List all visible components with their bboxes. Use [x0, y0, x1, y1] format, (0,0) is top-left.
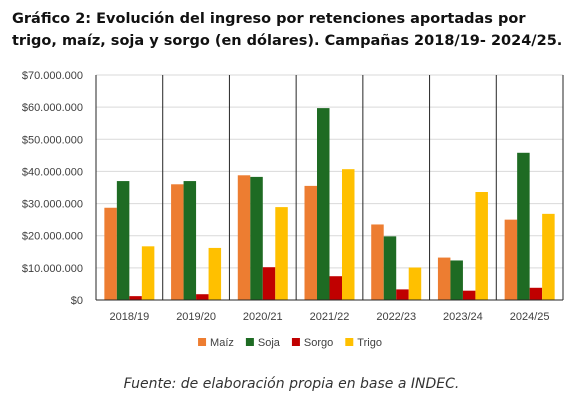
bar-maíz-2022-23 — [371, 224, 384, 300]
x-tick-label: 2021/22 — [310, 311, 350, 323]
bar-maíz-2018-19 — [104, 207, 117, 300]
y-tick-label: $10.000.000 — [22, 263, 83, 275]
y-tick-label: $0 — [71, 295, 83, 307]
x-axis: 2018/19 2019/20 2020/21 2021/22 2022/23 2023/… — [96, 299, 563, 323]
legend-swatch-maíz — [198, 338, 207, 346]
bar-soja-2022-23 — [383, 236, 397, 300]
bar-sorgo-2018-19 — [129, 296, 142, 300]
bar-soja-2018-19 — [116, 181, 130, 300]
bar-sorgo-2024-25 — [529, 287, 543, 300]
y-tick-label: $40.000.000 — [22, 166, 83, 178]
y-tick-label: $20.000.000 — [22, 231, 83, 243]
legend-swatch-sorgo — [291, 338, 300, 346]
bar-trigo-2024-25 — [542, 213, 555, 300]
legend-label: Maíz — [210, 337, 234, 349]
bar-soja-2021-22 — [317, 108, 330, 300]
bar-soja-2023-24 — [450, 260, 463, 300]
x-tick-label: 2023/24 — [443, 311, 483, 323]
legend-label: Soja — [258, 337, 281, 349]
chart-title: Gráfico 2: Evolución del ingreso por ret… — [12, 11, 563, 49]
bar-trigo-2023-24 — [475, 192, 488, 300]
bar-soja-2024-25 — [517, 152, 530, 300]
bar-maíz-2021-22 — [304, 185, 317, 300]
x-tick-label: 2019/20 — [176, 311, 216, 323]
bar-sorgo-2021-22 — [329, 276, 342, 300]
y-tick-label: $50.000.000 — [22, 134, 83, 146]
bar-sorgo-2023-24 — [462, 290, 476, 300]
y-tick-label: $60.000.000 — [22, 102, 83, 114]
y-axis: $0 $10.000.000 $20.000.000 $30.000.000 $40.0… — [22, 70, 83, 307]
category-separators — [95, 75, 564, 300]
bar-trigo-2022-23 — [408, 267, 422, 300]
bar-trigo-2021-22 — [342, 169, 355, 300]
legend-swatch-trigo — [345, 338, 354, 346]
x-tick-label: 2020/21 — [243, 311, 283, 323]
bar-trigo-2020-21 — [275, 207, 288, 300]
bar-maíz-2023-24 — [437, 257, 451, 300]
legend-label: Trigo — [357, 337, 382, 349]
legend: Maíz Soja Sorgo Trigo — [198, 337, 382, 349]
x-tick-label: 2022/23 — [376, 311, 416, 323]
bar-sorgo-2019-20 — [196, 294, 209, 300]
legend-swatch-soja — [245, 338, 254, 346]
bar-soja-2019-20 — [183, 181, 197, 300]
legend-label: Sorgo — [304, 337, 333, 349]
bar-maíz-2019-20 — [171, 184, 184, 300]
x-tick-label: 2024/25 — [510, 311, 550, 323]
x-tick-label: 2018/19 — [109, 311, 149, 323]
bar-sorgo-2020-21 — [262, 267, 276, 300]
bar-soja-2020-21 — [250, 176, 263, 300]
y-tick-label: $30.000.000 — [22, 199, 83, 211]
bar-maíz-2020-21 — [237, 175, 251, 300]
bar-sorgo-2022-23 — [396, 289, 409, 300]
y-tick-label: $70.000.000 — [22, 70, 83, 82]
bar-trigo-2019-20 — [208, 247, 222, 300]
bar-maíz-2024-25 — [504, 219, 518, 300]
bars — [104, 108, 555, 300]
bar-trigo-2018-19 — [141, 246, 155, 300]
source-note: Fuente: de elaboración propia en base a … — [123, 376, 460, 392]
